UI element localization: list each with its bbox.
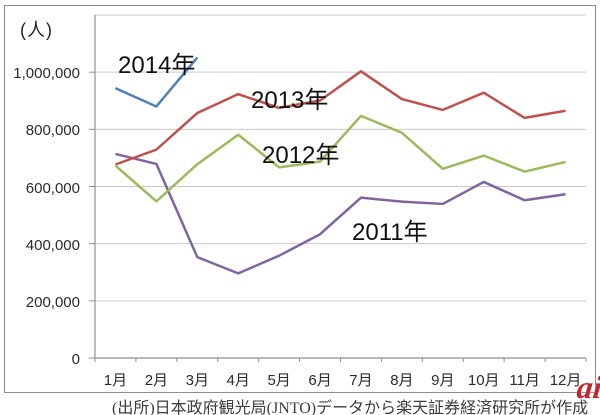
y-axis-label: 1,000,000 — [13, 65, 80, 83]
y-axis-unit-label: (人) — [20, 20, 53, 40]
series-label-2012: 2012年 — [262, 142, 340, 169]
series-label-2013: 2013年 — [251, 87, 329, 114]
y-axis-label: 600,000 — [25, 179, 80, 197]
x-axis-label: 11月 — [509, 372, 540, 389]
x-axis-label: 7月 — [349, 372, 373, 389]
x-axis-label: 4月 — [226, 372, 250, 389]
x-axis-label: 1月 — [103, 372, 128, 389]
series-line-2013 — [115, 70, 566, 166]
y-axis-label: 400,000 — [25, 236, 80, 254]
watermark-ai-logo: ai — [575, 369, 600, 405]
y-axis-label: 0 — [71, 351, 80, 368]
x-axis-label: 8月 — [390, 372, 414, 389]
x-axis-label: 9月 — [431, 372, 455, 389]
series-label-2011: 2011年 — [352, 219, 428, 246]
x-axis-label: 12月 — [549, 372, 582, 389]
series-label-2014: 2014年 — [118, 52, 196, 79]
y-axis-label: 200,000 — [25, 293, 80, 311]
series-line-2011 — [115, 152, 566, 275]
x-axis-label: 5月 — [267, 372, 291, 389]
x-axis-label: 10月 — [467, 372, 500, 389]
source-caption: (出所)日本政府観光局(JNTO)データから楽天証券経済研究所が作成 — [112, 400, 589, 415]
series-line-2014 — [114, 56, 199, 108]
chart-frame — [4, 5, 596, 393]
x-axis-label: 6月 — [308, 372, 332, 389]
x-axis-label: 2月 — [144, 372, 169, 389]
x-axis-label: 3月 — [185, 372, 209, 389]
series-line-2012 — [114, 114, 566, 203]
y-axis-label: 800,000 — [25, 122, 80, 140]
